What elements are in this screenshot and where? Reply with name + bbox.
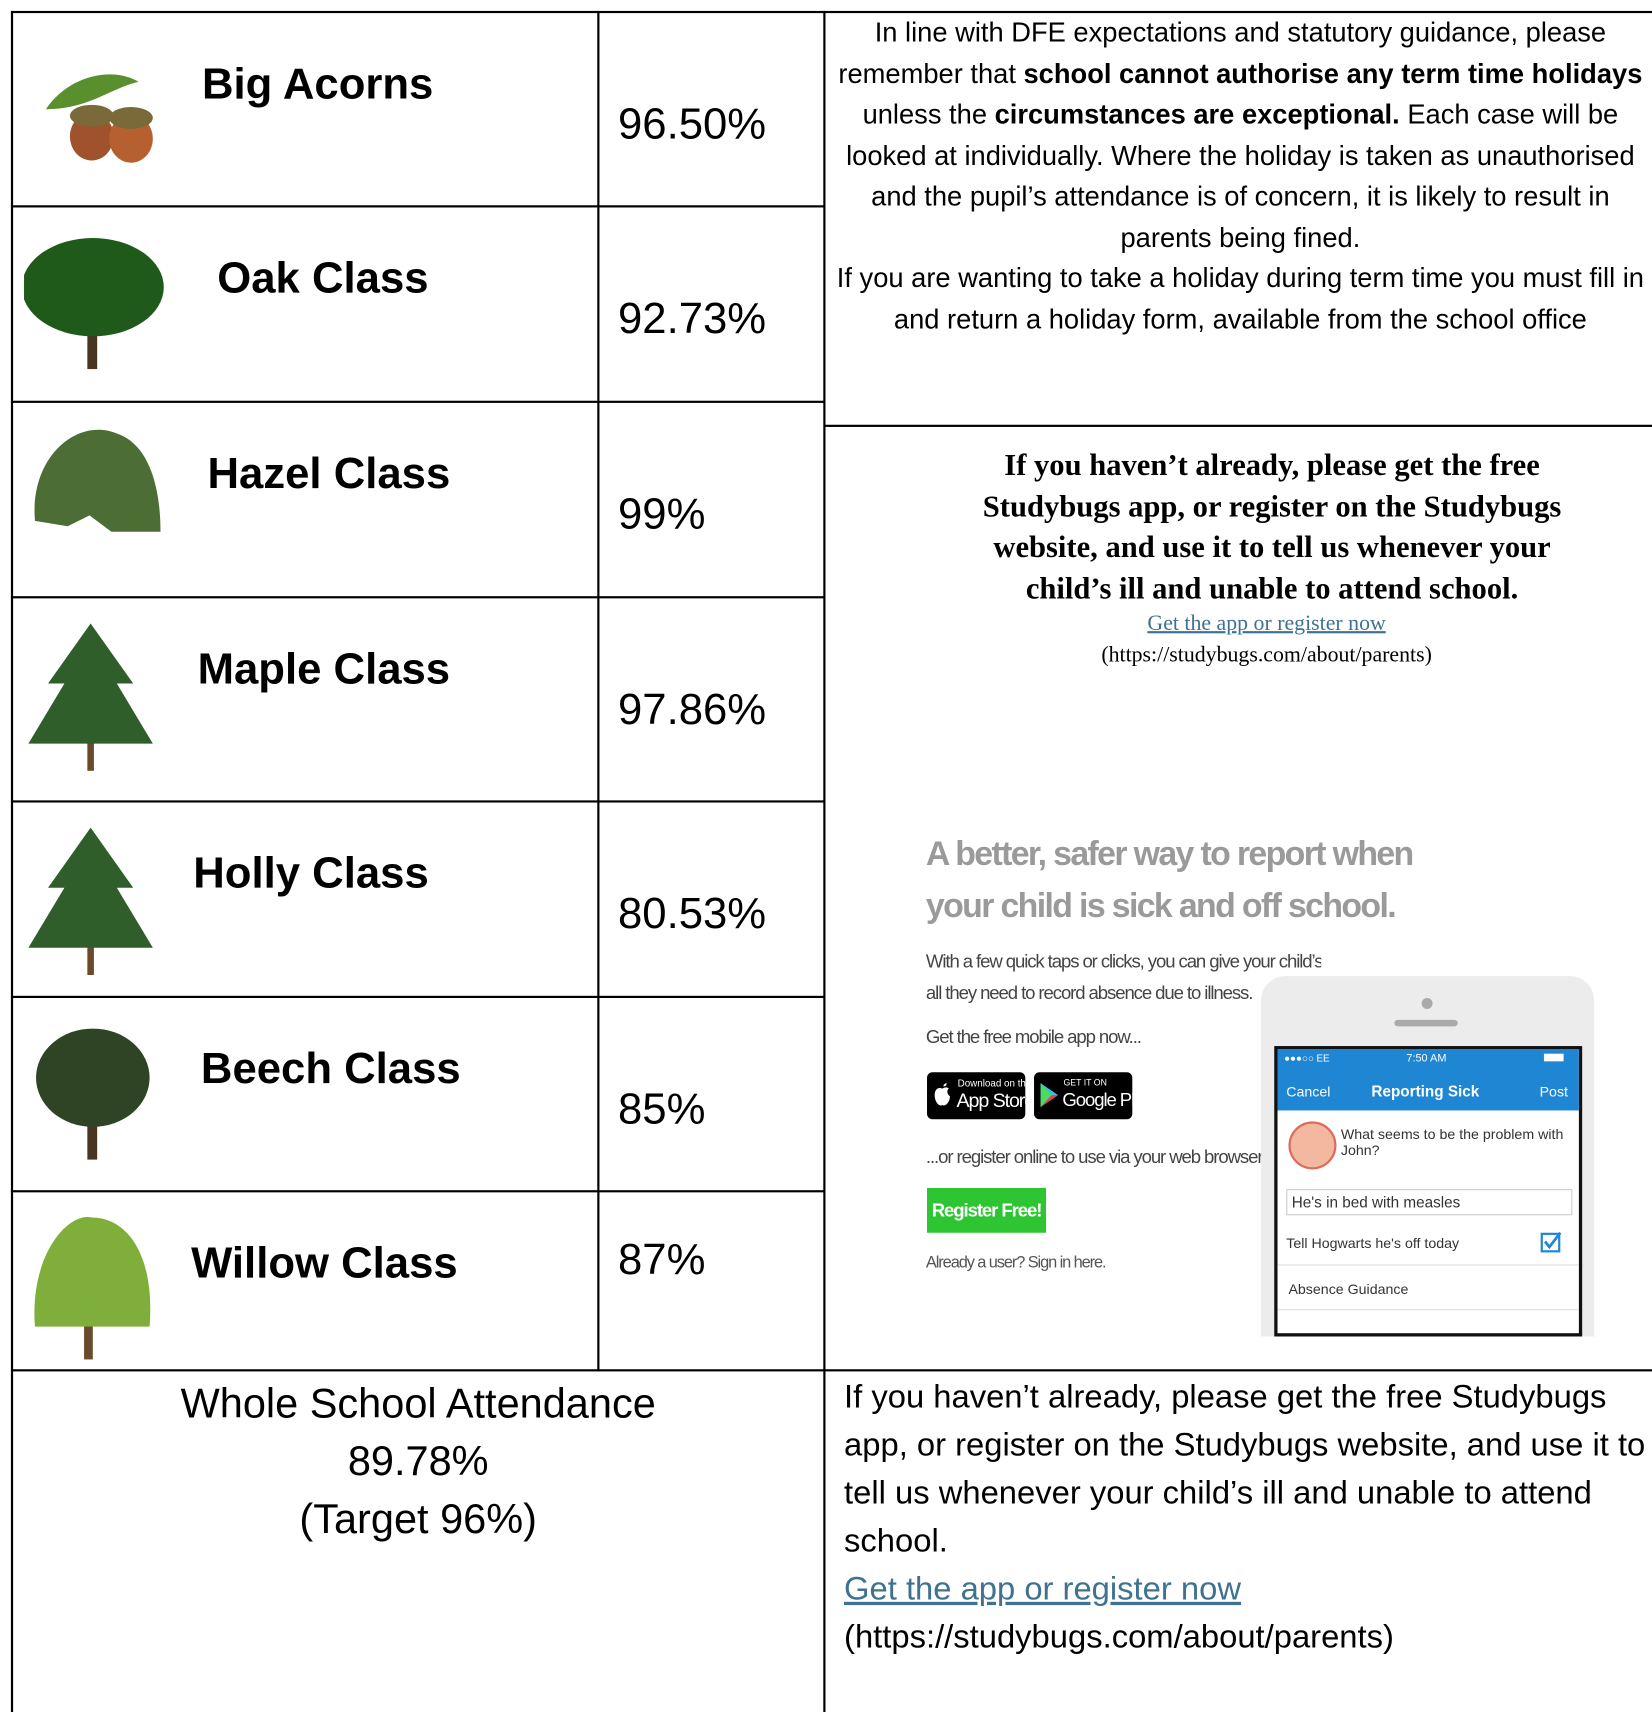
phone-post: Post: [1540, 1083, 1568, 1099]
phone-answer: He's in bed with measles: [1286, 1189, 1572, 1215]
phone-speaker: [1394, 1020, 1457, 1027]
badge-big: Google Play: [1062, 1090, 1151, 1112]
phone-option: Tell Hogwarts he's off today: [1286, 1235, 1459, 1251]
tree-shape: [28, 828, 152, 948]
checkbox: [1540, 1231, 1564, 1255]
border: [11, 1190, 826, 1192]
ad-heading: A better, safer way to report when your …: [926, 828, 1413, 933]
phone-time: 7:50 AM: [1406, 1053, 1446, 1065]
class-attendance: 99%: [618, 490, 705, 539]
tree-shape: [46, 74, 139, 109]
ad-get-app: Get the free mobile app now...: [926, 1026, 1141, 1048]
tree-shape: [36, 1029, 150, 1127]
tree-shape: [28, 623, 152, 743]
google-play-badge[interactable]: GET IT ON Google Play: [1034, 1072, 1132, 1119]
class-name: Willow Class: [191, 1239, 458, 1288]
whole-school-target: (Target 96%): [13, 1492, 823, 1550]
phone-cancel: Cancel: [1286, 1083, 1330, 1099]
studybugs-url: (https://studybugs.com/about/parents): [983, 643, 1551, 668]
notice-paragraph: In line with DFE expectations and statut…: [832, 13, 1649, 259]
ad-intro-line: With a few quick taps or clicks, you can…: [926, 946, 1321, 978]
border: [597, 11, 599, 1372]
whole-school-title: Whole School Attendance: [13, 1376, 823, 1434]
class-attendance: 92.73%: [618, 295, 766, 344]
tree-shape: [34, 1217, 150, 1327]
page: Big Acorns 96.50% Oak Class 92.73% Hazel Cla…: [0, 0, 1652, 1712]
tree-shape: [109, 107, 153, 129]
notice-text: If you are wanting to take a holiday dur…: [837, 263, 1644, 335]
tree-icon: [24, 1018, 166, 1171]
notice-text: unless the: [863, 99, 995, 130]
badge-big: App Store: [957, 1090, 1035, 1113]
child-avatar: [1288, 1121, 1336, 1169]
apple-icon: [934, 1083, 951, 1107]
border: [825, 425, 1652, 427]
tree-icon: [24, 423, 166, 576]
class-name: Maple Class: [198, 645, 450, 694]
ad-heading-line: your child is sick and off school.: [926, 880, 1413, 932]
divider: [1278, 1309, 1579, 1310]
tree-icon: [24, 822, 166, 975]
tree-shape: [70, 105, 114, 127]
border: [11, 401, 826, 403]
notice-paragraph: If you are wanting to take a holiday dur…: [832, 259, 1649, 341]
badge-small: Download on the: [958, 1078, 1032, 1089]
phone-title: Reporting Sick: [1371, 1082, 1479, 1099]
badge-small: GET IT ON: [1064, 1078, 1107, 1088]
studybugs-heading: If you haven’t already, please get the f…: [961, 445, 1583, 609]
bottom-notice: If you haven’t already, please get the f…: [844, 1374, 1647, 1662]
phone-option: Absence Guidance: [1288, 1281, 1408, 1297]
phone-battery: [1544, 1054, 1564, 1062]
phone: ●●●○○ EE 7:50 AM Cancel Reporting Sick P…: [1261, 976, 1594, 1336]
tree-icon: [24, 618, 166, 771]
border: [11, 205, 826, 207]
phone-camera: [1422, 998, 1433, 1009]
phone-header: ●●●○○ EE 7:50 AM Cancel Reporting Sick P…: [1278, 1049, 1579, 1110]
tree-icon: [24, 33, 166, 186]
class-name: Hazel Class: [207, 450, 450, 499]
divider: [1278, 1264, 1579, 1265]
play-icon: [1039, 1082, 1059, 1108]
border: [11, 996, 826, 998]
bottom-url: (https://studybugs.com/about/parents): [844, 1614, 1647, 1662]
bottom-link[interactable]: Get the app or register now: [844, 1571, 1241, 1607]
notice-bold: circumstances are exceptional.: [995, 99, 1400, 130]
ad-sign-in: Already a user? Sign in here.: [926, 1254, 1106, 1273]
border: [11, 800, 826, 802]
class-attendance: 87%: [618, 1236, 705, 1285]
phone-question: What seems to be the problem with John?: [1341, 1126, 1570, 1159]
phone-screen: ●●●○○ EE 7:50 AM Cancel Reporting Sick P…: [1278, 1049, 1579, 1333]
class-attendance: 85%: [618, 1085, 705, 1134]
notice-bold: school cannot authorise any term time ho…: [1024, 58, 1643, 89]
class-name: Beech Class: [201, 1045, 461, 1094]
border: [823, 11, 825, 1712]
tree-shape: [24, 238, 164, 336]
tree-shape: [35, 430, 161, 532]
class-name: Big Acorns: [202, 60, 433, 109]
class-attendance: 80.53%: [618, 890, 766, 939]
class-name: Oak Class: [217, 254, 428, 303]
class-name: Holly Class: [193, 849, 428, 898]
class-attendance: 96.50%: [618, 100, 766, 149]
phone-carrier: ●●●○○ EE: [1284, 1053, 1330, 1064]
border: [11, 596, 826, 598]
border: [11, 1369, 1652, 1371]
whole-school-value: 89.78%: [13, 1434, 823, 1492]
ad-register-prompt: ...or register online to use via your we…: [926, 1146, 1267, 1168]
tree-icon: [24, 227, 166, 380]
holiday-notice: In line with DFE expectations and statut…: [832, 13, 1649, 341]
studybugs-link[interactable]: Get the app or register now: [1147, 611, 1385, 635]
class-attendance: 97.86%: [618, 686, 766, 735]
tree-icon: [24, 1212, 166, 1365]
bottom-text: If you haven’t already, please get the f…: [844, 1374, 1647, 1566]
register-button[interactable]: Register Free!: [927, 1188, 1046, 1233]
whole-school: Whole School Attendance 89.78% (Target 9…: [13, 1376, 823, 1550]
ad-heading-line: A better, safer way to report when: [926, 828, 1413, 880]
app-store-badge[interactable]: Download on the App Store: [927, 1072, 1025, 1119]
